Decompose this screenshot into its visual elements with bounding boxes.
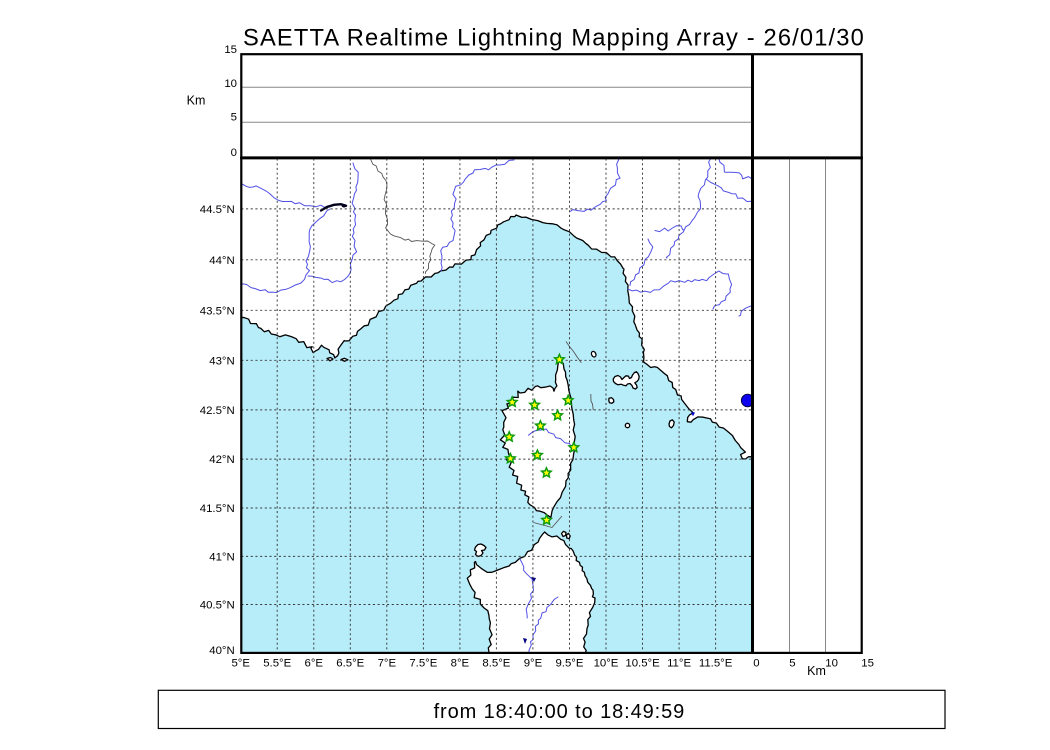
svg-text:0: 0 [231, 147, 237, 159]
svg-text:0: 0 [753, 657, 759, 669]
svg-text:SAETTA Realtime Lightning Mapp: SAETTA Realtime Lightning Mapping Array … [243, 26, 865, 52]
svg-text:10: 10 [224, 78, 237, 90]
svg-text:Km: Km [187, 94, 206, 108]
svg-text:7.5°E: 7.5°E [409, 657, 437, 669]
svg-text:7°E: 7°E [378, 657, 397, 669]
svg-text:40°N: 40°N [209, 645, 234, 657]
svg-text:10°E: 10°E [594, 657, 619, 669]
svg-text:15: 15 [224, 44, 237, 56]
svg-text:9.5°E: 9.5°E [555, 657, 583, 669]
svg-text:44°N: 44°N [209, 255, 234, 267]
svg-text:Km: Km [807, 664, 826, 678]
svg-text:5°E: 5°E [231, 657, 250, 669]
svg-text:5.5°E: 5.5°E [263, 657, 291, 669]
svg-text:6.5°E: 6.5°E [336, 657, 364, 669]
svg-text:42°N: 42°N [209, 454, 234, 466]
svg-text:8.5°E: 8.5°E [482, 657, 510, 669]
svg-text:11°E: 11°E [667, 657, 691, 669]
svg-text:41.5°N: 41.5°N [200, 503, 235, 515]
svg-text:9°E: 9°E [524, 657, 543, 669]
svg-text:15: 15 [861, 657, 874, 669]
svg-text:from 18:40:00 to 18:49:59: from 18:40:00 to 18:49:59 [434, 701, 686, 723]
svg-text:11.5°E: 11.5°E [699, 657, 733, 669]
svg-text:40.5°N: 40.5°N [200, 600, 235, 612]
svg-text:5: 5 [231, 112, 237, 124]
svg-text:43°N: 43°N [209, 355, 234, 367]
svg-text:42.5°N: 42.5°N [200, 405, 235, 417]
svg-text:10: 10 [825, 657, 838, 669]
svg-text:10.5°E: 10.5°E [625, 657, 660, 669]
svg-text:41°N: 41°N [209, 551, 234, 563]
svg-text:43.5°N: 43.5°N [200, 305, 235, 317]
svg-text:6°E: 6°E [305, 657, 324, 669]
svg-text:8°E: 8°E [451, 657, 470, 669]
svg-text:44.5°N: 44.5°N [200, 204, 235, 216]
svg-text:5: 5 [789, 657, 795, 669]
